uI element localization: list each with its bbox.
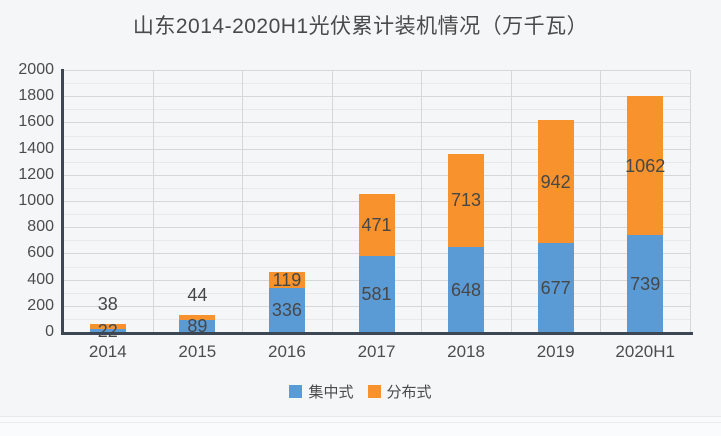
legend-label: 集中式 (308, 384, 354, 401)
y-tick-label: 1200 (18, 165, 54, 183)
grid-line-h (63, 148, 690, 150)
y-tick-label: 2000 (18, 61, 54, 78)
grid-line-h (63, 122, 690, 124)
y-tick-label: 0 (45, 323, 54, 340)
y-tick-label: 1400 (18, 139, 54, 157)
bar-value-label: 89 (187, 316, 208, 337)
y-tick-label: 400 (27, 270, 54, 288)
legend-item: 集中式 (289, 381, 354, 402)
y-axis-line (61, 69, 64, 334)
bar-segment (179, 320, 216, 332)
bar-value-label: 677 (540, 277, 571, 298)
grid-line-v (331, 70, 333, 332)
bar-segment (89, 324, 126, 330)
y-tick-label: 1000 (18, 192, 54, 209)
bar-segment (358, 255, 395, 332)
bar-segment (268, 287, 305, 332)
grid-line-v (242, 70, 244, 332)
bar-segment (358, 194, 395, 256)
bar-segment (89, 329, 126, 332)
bar-value-label: 119 (272, 270, 302, 291)
y-tick-label: 800 (27, 218, 54, 236)
chart-title: 山东2014-2020H1光伏累计装机情况（万千瓦） (132, 15, 589, 38)
grid-line-v (510, 70, 512, 332)
bar-value-label: 581 (361, 283, 392, 304)
y-tick-label: 200 (27, 296, 54, 314)
bar-value-label: 739 (630, 273, 661, 294)
y-tick-label: 1800 (18, 87, 54, 105)
bar-value-label: 22 (97, 320, 118, 341)
x-axis-label: 2015 (178, 342, 217, 361)
grid-line-v (152, 70, 154, 332)
y-tick-label: 600 (27, 244, 54, 262)
grid-line-h (63, 161, 690, 163)
bar-value-label: 38 (97, 294, 118, 315)
bar-segment (537, 119, 574, 244)
bar-value-label: 713 (451, 190, 482, 211)
x-axis-label: 2017 (357, 342, 396, 361)
bar-value-label: 44 (187, 284, 208, 305)
chart-legend: 集中式 分布式 (0, 381, 721, 402)
bar-value-label: 1062 (625, 155, 666, 176)
grid-line-v (690, 70, 691, 332)
grid-line-h (63, 135, 690, 137)
bar-segment (448, 247, 485, 332)
bar-value-label: 942 (540, 171, 571, 192)
legend-swatch (367, 385, 381, 398)
bar-segment (448, 153, 485, 248)
bar-value-label: 336 (271, 299, 302, 320)
bar-segment (179, 314, 216, 321)
grid-line-h (63, 70, 690, 71)
x-axis-label: 2019 (536, 342, 575, 361)
y-tick-label: 1600 (18, 113, 54, 131)
grid-line-h (63, 96, 690, 98)
grid-line-h (63, 187, 690, 189)
bar-segment (268, 272, 305, 288)
x-axis-label: 2020H1 (615, 342, 675, 361)
grid-line-h (63, 109, 690, 111)
grid-line-h (63, 174, 690, 176)
x-axis-label: 2014 (88, 342, 127, 361)
legend-item: 分布式 (367, 381, 432, 402)
bar-segment (537, 243, 574, 332)
bar-segment (627, 235, 664, 332)
card-bottom-edge (0, 416, 721, 436)
legend-label: 分布式 (386, 384, 432, 401)
bar-segment (627, 96, 664, 236)
grid-line-h (63, 83, 690, 85)
x-axis-label: 2018 (447, 342, 485, 361)
bar-value-label: 648 (451, 279, 482, 300)
x-axis-line (61, 332, 693, 335)
x-axis-label: 2016 (268, 342, 306, 361)
grid-line-v (421, 70, 423, 332)
grid-line-v (600, 70, 602, 332)
legend-swatch (289, 385, 303, 398)
bar-value-label: 471 (361, 215, 392, 236)
